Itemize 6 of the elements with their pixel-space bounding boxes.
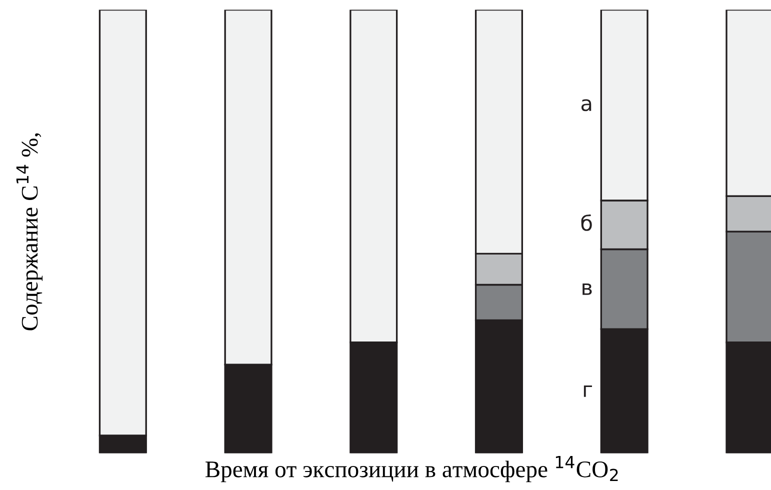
series-label: б xyxy=(581,214,592,231)
series-label: а xyxy=(581,99,592,112)
series-label: г xyxy=(584,386,592,397)
y-axis-title: Содержание C$^{14}$ %, xyxy=(16,133,43,330)
series-label: в xyxy=(582,284,592,295)
x-axis-title: Время от экспозиции в атмосфере $^{14}$CO$_{2}$ xyxy=(206,456,618,482)
